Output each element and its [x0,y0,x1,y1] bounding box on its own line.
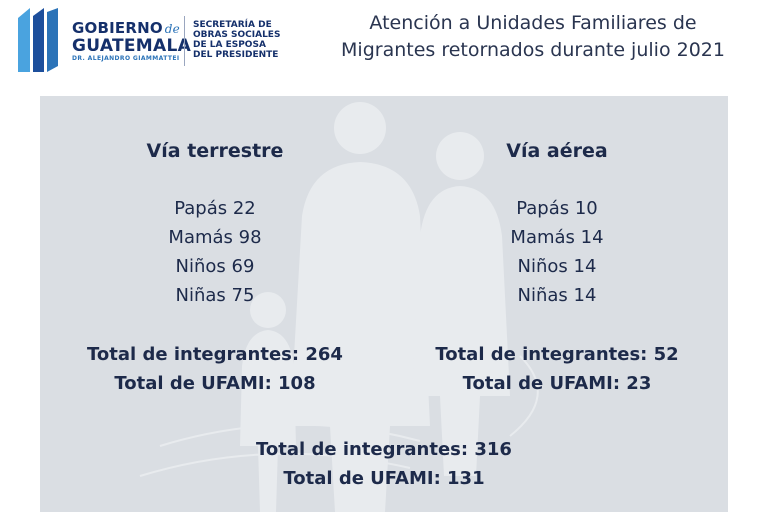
aerea-ninos: Niños 14 [517,256,597,277]
aerea-papas: Papás 10 [516,198,598,219]
stats-panel: Vía terrestre Papás 22 Mamás 98 Niños 69… [40,96,728,512]
logo-divider [184,16,185,66]
family-silhouette-icon [139,102,539,512]
secretariat-text: SECRETARÍA DE OBRAS SOCIALES DE LA ESPOS… [193,20,281,60]
terrestre-total-ufami: Total de UFAMI: 108 [114,373,316,394]
header: GOBIERNO de GUATEMALA DR. ALEJANDRO GIAMM… [0,0,768,90]
aerea-ninas: Niñas 14 [517,285,597,306]
aerea-mamas: Mamás 14 [510,227,604,248]
logo-text: GOBIERNO de GUATEMALA DR. ALEJANDRO GIAMM… [72,19,192,62]
aerea-heading: Vía aérea [506,140,608,162]
gobierno-guatemala-logo: GOBIERNO de GUATEMALA DR. ALEJANDRO GIAMM… [18,8,318,78]
terrestre-papas: Papás 22 [174,198,256,219]
guatemala-flag-icon [18,8,58,72]
aerea-total-integrantes: Total de integrantes: 52 [435,344,679,365]
terrestre-heading: Vía terrestre [146,140,284,162]
terrestre-ninos: Niños 69 [175,256,255,277]
terrestre-ninas: Niñas 75 [175,285,255,306]
grand-total-ufami: Total de UFAMI: 131 [283,468,485,489]
page-title: Atención a Unidades Familiares de Migran… [341,12,725,61]
terrestre-total-integrantes: Total de integrantes: 264 [87,344,343,365]
terrestre-mamas: Mamás 98 [168,227,262,248]
grand-total-integrantes: Total de integrantes: 316 [256,439,512,460]
aerea-total-ufami: Total de UFAMI: 23 [462,373,652,394]
